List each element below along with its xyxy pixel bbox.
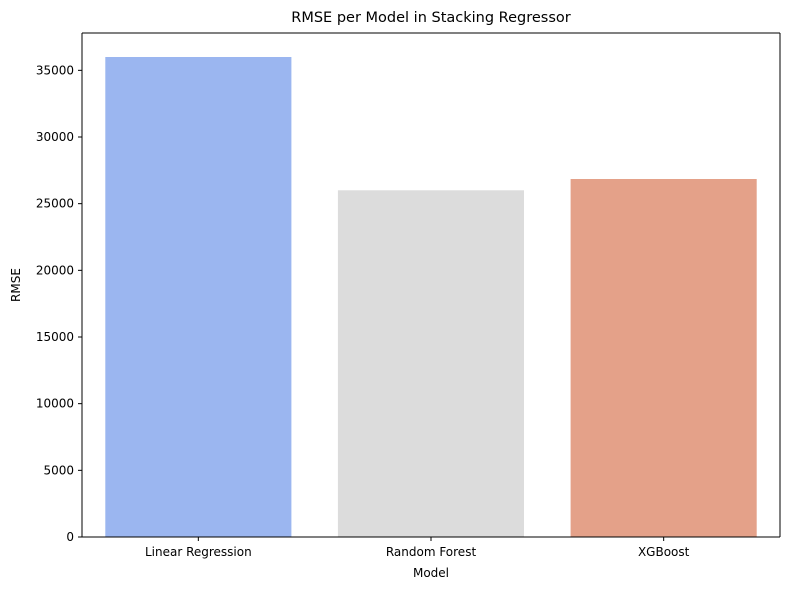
x-ticks-group: Linear Regression Random Forest XGBoost — [145, 537, 690, 559]
x-axis-label: Model — [413, 566, 449, 580]
chart-title: RMSE per Model in Stacking Regressor — [291, 10, 570, 26]
y-tick-label-1: 5000 — [43, 463, 74, 477]
bars-group — [105, 57, 757, 538]
bar-2 — [570, 179, 757, 537]
x-tick-label-2: XGBoost — [638, 545, 690, 559]
y-ticks-group: 0 5000 10000 15000 20000 25000 30000 35000 — [36, 63, 82, 544]
y-tick-label-2: 10000 — [36, 397, 74, 411]
y-tick-label-7: 35000 — [36, 63, 74, 77]
x-tick-label-1: Random Forest — [386, 545, 477, 559]
bar-1 — [337, 190, 524, 538]
y-tick-label-5: 25000 — [36, 197, 74, 211]
y-tick-label-0: 0 — [66, 530, 74, 544]
y-axis-label: RMSE — [9, 268, 23, 302]
y-tick-label-4: 20000 — [36, 263, 74, 277]
bar-0 — [105, 57, 292, 537]
x-tick-label-0: Linear Regression — [145, 545, 252, 559]
y-tick-label-3: 15000 — [36, 330, 74, 344]
y-tick-label-6: 30000 — [36, 130, 74, 144]
